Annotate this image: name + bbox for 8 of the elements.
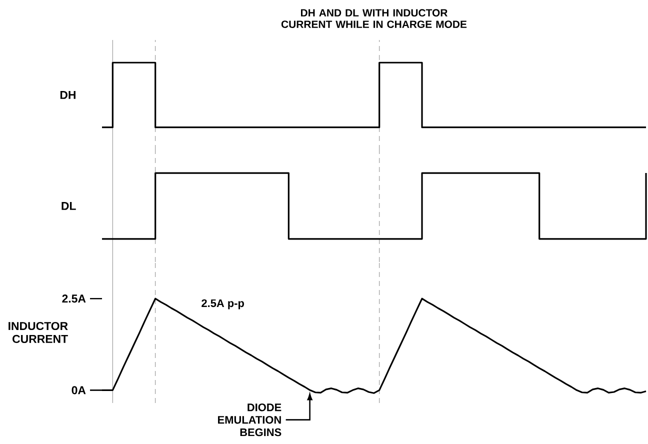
y-axis-title: INDUCTOR CURRENT: [8, 322, 68, 344]
y-axis-title: DL: [62, 202, 76, 210]
chart-title: DH AND DL WITH INDUCTOR CURRENT WHILE IN CHARGE MODE: [281, 9, 467, 28]
y-tick-label: 0A: [72, 386, 86, 394]
y-axis-title: DH: [60, 91, 76, 99]
annotation: 2.5A p-p: [202, 299, 244, 310]
text: DIODE EMULATION BEGINS: [218, 404, 282, 436]
y-tick-label: 2.5A: [62, 294, 86, 303]
